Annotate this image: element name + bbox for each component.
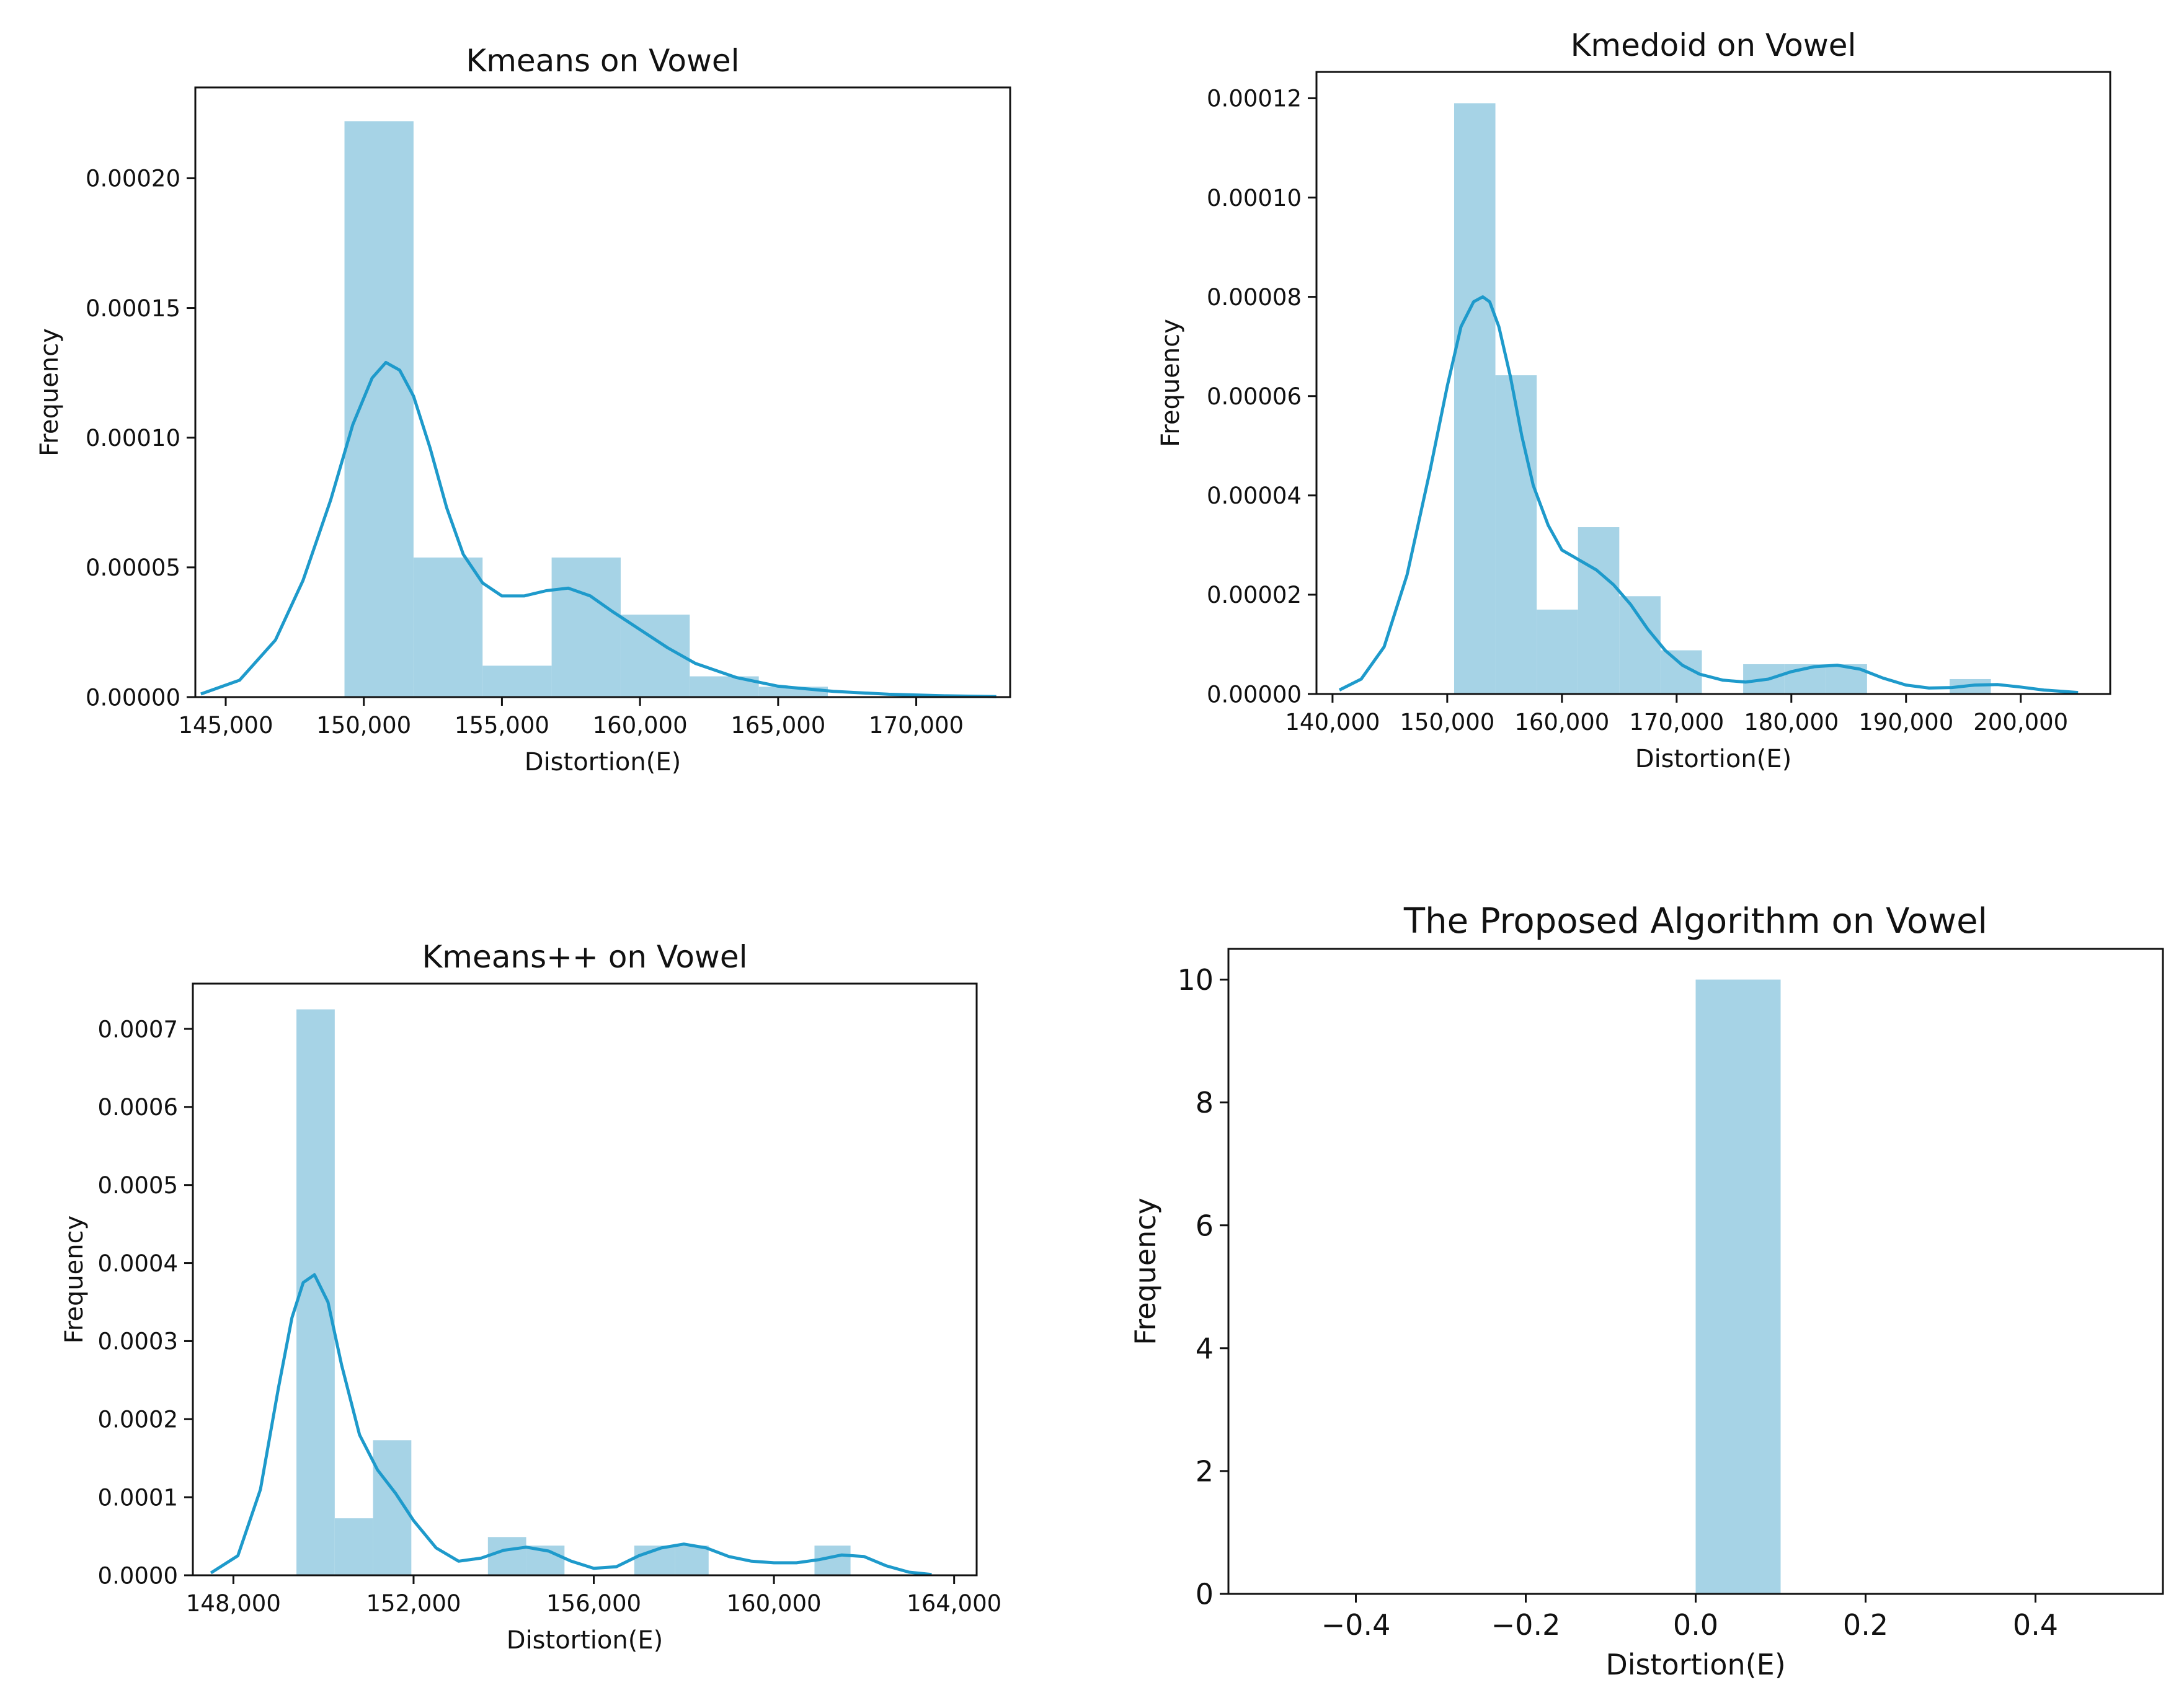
x-tick-label: 0.2 xyxy=(1843,1608,1888,1642)
y-tick-label: 0.00004 xyxy=(1207,483,1302,509)
kde-curve xyxy=(210,1273,932,1577)
x-tick-label: 0.0 xyxy=(1673,1608,1718,1642)
kde-curve xyxy=(1338,295,2079,695)
y-tick-label: 0.0007 xyxy=(98,1016,178,1043)
x-tick-label: 180,000 xyxy=(1744,709,1839,736)
histogram-bar xyxy=(344,121,414,697)
y-tick-label: 0.00006 xyxy=(1207,383,1302,410)
y-tick-label: 0 xyxy=(1196,1578,1214,1611)
histogram-bar xyxy=(1537,609,1578,694)
x-tick-label: 140,000 xyxy=(1285,709,1380,736)
histogram-bar xyxy=(296,1009,335,1575)
x-tick-label: 150,000 xyxy=(316,712,411,739)
x-tick-label: 148,000 xyxy=(186,1590,281,1617)
y-tick-label: 0.00002 xyxy=(1207,582,1302,608)
chart-2: 140,000 150,000 160,000 170,000 180,000 190,0… xyxy=(1156,27,2111,773)
y-tick-label: 0.00010 xyxy=(86,425,180,451)
x-axis-label: Distortion(E) xyxy=(1605,1648,1785,1681)
chart-1: 145,000 150,000 155,000 160,000 165,000 170,0… xyxy=(35,43,1011,776)
y-tick-label: 0.0001 xyxy=(98,1484,178,1511)
chart-title: Kmeans++ on Vowel xyxy=(422,939,748,975)
y-tick-label: 0.00008 xyxy=(1207,284,1302,311)
y-tick-label: 0.0005 xyxy=(98,1172,178,1199)
y-tick-label: 0.0000 xyxy=(98,1562,178,1589)
x-tick-label: 160,000 xyxy=(727,1590,822,1617)
y-tick-label: 0.0003 xyxy=(98,1328,178,1355)
y-tick-label: 8 xyxy=(1196,1086,1214,1119)
x-tick-label: 160,000 xyxy=(1514,709,1609,736)
histogram-bar xyxy=(482,665,552,697)
kde-curve xyxy=(200,360,997,698)
y-tick-label: 6 xyxy=(1196,1209,1214,1242)
plot-frame xyxy=(1315,71,2111,695)
x-tick-label: 152,000 xyxy=(366,1590,461,1617)
x-tick-label: −0.4 xyxy=(1321,1608,1391,1642)
x-axis-label: Distortion(E) xyxy=(507,1626,663,1655)
y-tick-label: 0.00012 xyxy=(1207,86,1302,112)
histogram-bar xyxy=(1619,596,1661,694)
histogram-bar xyxy=(551,557,621,697)
y-tick-label: 4 xyxy=(1196,1332,1214,1365)
histogram-bar xyxy=(487,1537,526,1575)
histogram-bar xyxy=(1454,103,1496,694)
chart-title: The Proposed Algorithm on Vowel xyxy=(1403,901,1987,941)
plot-frame xyxy=(194,86,1011,698)
y-axis-label: Frequency xyxy=(60,1216,89,1344)
x-tick-label: 160,000 xyxy=(593,712,688,739)
y-tick-label: 2 xyxy=(1196,1454,1214,1488)
x-tick-label: 170,000 xyxy=(869,712,964,739)
histogram-bar xyxy=(413,557,483,697)
x-tick-label: 200,000 xyxy=(1973,709,2068,736)
x-tick-label: 156,000 xyxy=(546,1590,641,1617)
y-tick-label: 0.00015 xyxy=(86,295,180,322)
histogram-bar xyxy=(1695,979,1781,1594)
histogram-bar xyxy=(1578,527,1620,694)
y-tick-label: 0.00010 xyxy=(1207,185,1302,211)
y-axis-label: Frequency xyxy=(1129,1198,1162,1345)
chart-4: −0.4 −0.2 0.0 0.2 0.4 0 2 4 6 8 10 The Proposed Alg… xyxy=(1129,901,2164,1681)
y-tick-label: 10 xyxy=(1177,963,1214,997)
x-tick-label: 0.4 xyxy=(2013,1608,2058,1642)
x-axis-label: Distortion(E) xyxy=(525,748,681,776)
y-axis-label: Frequency xyxy=(35,328,64,456)
x-tick-label: 170,000 xyxy=(1629,709,1724,736)
x-tick-label: 150,000 xyxy=(1400,709,1494,736)
chart-title: Kmeans on Vowel xyxy=(466,43,739,79)
histogram-bar xyxy=(334,1518,373,1575)
y-axis-label: Frequency xyxy=(1156,319,1185,447)
x-axis-label: Distortion(E) xyxy=(1635,745,1791,773)
y-tick-label: 0.00005 xyxy=(86,554,180,581)
y-tick-label: 0.00000 xyxy=(1207,681,1302,708)
x-tick-label: 155,000 xyxy=(455,712,549,739)
x-tick-label: 190,000 xyxy=(1858,709,1953,736)
plot-frame xyxy=(192,982,978,1577)
y-tick-label: 0.0002 xyxy=(98,1407,178,1433)
x-tick-label: 164,000 xyxy=(907,1590,1001,1617)
chart-3: 148,000 152,000 156,000 160,000 164,000 0.000… xyxy=(60,939,1001,1655)
histogram-bar xyxy=(620,614,690,697)
histogram-bar xyxy=(1495,375,1537,694)
y-tick-label: 0.0004 xyxy=(98,1250,178,1277)
y-tick-label: 0.0006 xyxy=(98,1094,178,1121)
histogram-bar xyxy=(675,1546,709,1575)
y-tick-label: 0.00000 xyxy=(86,684,180,711)
x-tick-label: −0.2 xyxy=(1491,1608,1561,1642)
x-tick-label: 165,000 xyxy=(730,712,825,739)
chart-title: Kmedoid on Vowel xyxy=(1571,27,1857,63)
y-tick-label: 0.00020 xyxy=(86,166,180,192)
x-tick-label: 145,000 xyxy=(178,712,273,739)
